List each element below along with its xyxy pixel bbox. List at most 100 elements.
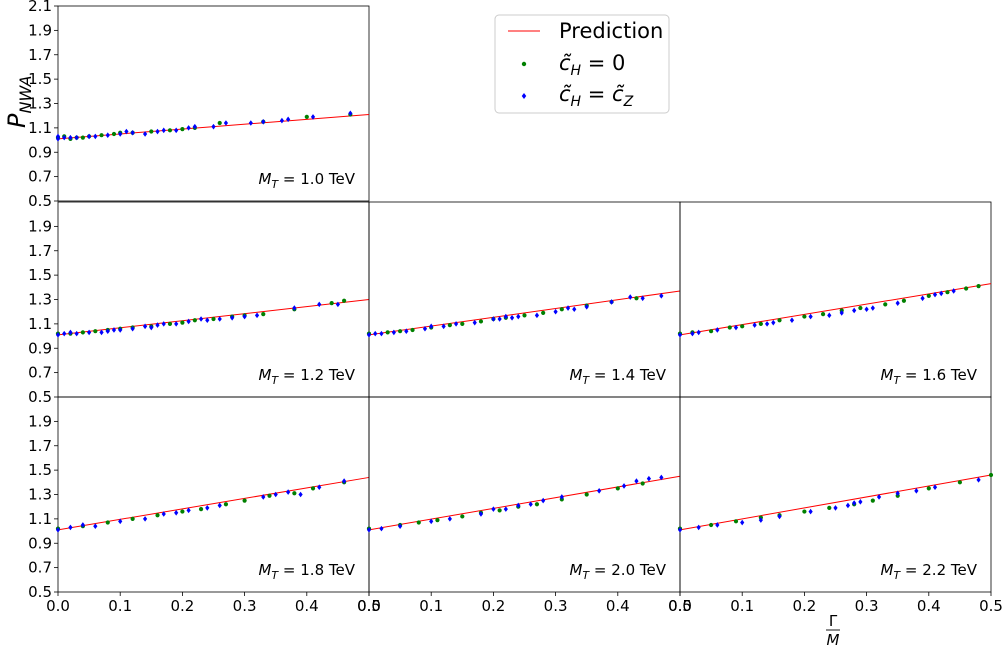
point-chz — [149, 324, 154, 331]
point-ch0 — [497, 508, 502, 513]
point-ch0 — [901, 298, 907, 303]
point-chz — [161, 511, 166, 517]
point-ch0 — [709, 329, 714, 334]
point-ch0 — [883, 302, 888, 307]
point-ch0 — [827, 505, 832, 511]
x-tick-label: 0.5 — [357, 597, 381, 615]
point-chz — [105, 132, 110, 138]
point-ch0 — [926, 293, 931, 298]
legend-chz-swatch — [521, 93, 527, 99]
y-tick-label: 0.7 — [28, 559, 52, 577]
x-tick-label: 0.2 — [481, 597, 505, 615]
point-ch0 — [180, 126, 185, 132]
point-chz — [286, 116, 291, 123]
point-chz — [553, 308, 558, 315]
point-chz — [932, 291, 938, 298]
point-ch0 — [634, 296, 639, 301]
y-tick-label: 1.9 — [28, 412, 52, 430]
point-ch0 — [435, 517, 440, 523]
point-chz — [852, 500, 857, 506]
point-ch0 — [111, 131, 117, 137]
point-ch0 — [105, 520, 110, 525]
point-chz — [541, 497, 546, 504]
point-ch0 — [858, 305, 863, 311]
point-chz — [161, 127, 166, 134]
mass-label-1-4: MT = 1.4 TeV — [569, 366, 666, 387]
x-title-numerator: Γ — [829, 612, 838, 630]
point-chz — [155, 322, 160, 328]
prediction-line — [368, 475, 681, 531]
point-chz — [62, 134, 67, 141]
y-tick-label: 1.7 — [28, 46, 52, 64]
prediction-line — [679, 283, 992, 336]
y-tick-label: 2.1 — [28, 0, 52, 15]
point-chz — [827, 312, 832, 319]
point-ch0 — [130, 516, 135, 521]
point-chz — [366, 527, 372, 533]
y-tick-label: 0.9 — [28, 339, 52, 357]
point-chz — [503, 506, 508, 512]
point-chz — [93, 523, 98, 529]
point-ch0 — [957, 480, 963, 485]
y-tick-label: 1.7 — [28, 437, 52, 455]
point-chz — [335, 301, 340, 308]
y-tick-label: 0.5 — [28, 192, 52, 210]
point-chz — [584, 304, 589, 310]
point-chz — [715, 327, 720, 333]
x-tick-label: 0.1 — [730, 597, 754, 615]
point-chz — [764, 321, 770, 327]
y-tick-label: 1.5 — [28, 461, 52, 479]
point-chz — [572, 306, 577, 313]
point-ch0 — [584, 492, 589, 497]
point-chz — [68, 134, 73, 141]
legend-ch0-swatch — [521, 61, 527, 67]
point-ch0 — [261, 312, 266, 317]
point-chz — [223, 120, 229, 126]
point-chz — [118, 327, 123, 333]
legend-chz-label: c̃H = c̃Z — [559, 82, 634, 110]
point-ch0 — [99, 133, 104, 138]
point-chz — [310, 114, 316, 120]
point-chz — [789, 317, 795, 324]
point-chz — [55, 332, 61, 338]
point-ch0 — [167, 321, 173, 326]
point-ch0 — [478, 319, 484, 324]
point-ch0 — [416, 520, 421, 525]
point-chz — [429, 323, 434, 330]
point-ch0 — [80, 330, 85, 335]
point-chz — [696, 329, 701, 336]
x-tick-label: 0.5 — [979, 597, 1003, 615]
panel-frame — [679, 396, 992, 593]
point-ch0 — [242, 498, 247, 503]
point-chz — [142, 131, 148, 137]
y-tick-label: 0.9 — [28, 143, 52, 161]
point-chz — [217, 316, 222, 322]
mass-label-1-2: MT = 1.2 TeV — [258, 366, 355, 387]
point-chz — [248, 120, 253, 126]
point-ch0 — [385, 330, 390, 335]
prediction-line — [679, 474, 992, 531]
point-ch0 — [640, 481, 645, 486]
point-ch0 — [217, 120, 222, 126]
point-chz — [951, 288, 956, 294]
point-chz — [715, 522, 720, 528]
panel-1-6-tev: MT = 1.6 TeV — [677, 201, 992, 398]
point-chz — [93, 133, 98, 140]
y-tick-label: 0.7 — [28, 168, 52, 186]
panel-1-2-tev: MT = 1.2 TeV 0.5 0.7 0.9 1.1 1.3 1.5 1.7 1.9 — [28, 201, 370, 406]
y-tick-label: 1.7 — [28, 242, 52, 260]
point-ch0 — [410, 327, 415, 333]
mass-label-1-0: MT = 1.0 TeV — [258, 170, 355, 191]
point-ch0 — [329, 301, 334, 306]
point-chz — [205, 317, 210, 324]
point-chz — [130, 325, 135, 332]
point-chz — [839, 310, 844, 316]
point-ch0 — [460, 321, 465, 326]
point-chz — [441, 323, 446, 330]
point-chz — [422, 325, 428, 332]
x-tick-label: 0.0 — [357, 597, 381, 615]
point-chz — [516, 502, 521, 509]
point-chz — [858, 499, 863, 505]
point-chz — [740, 519, 745, 526]
